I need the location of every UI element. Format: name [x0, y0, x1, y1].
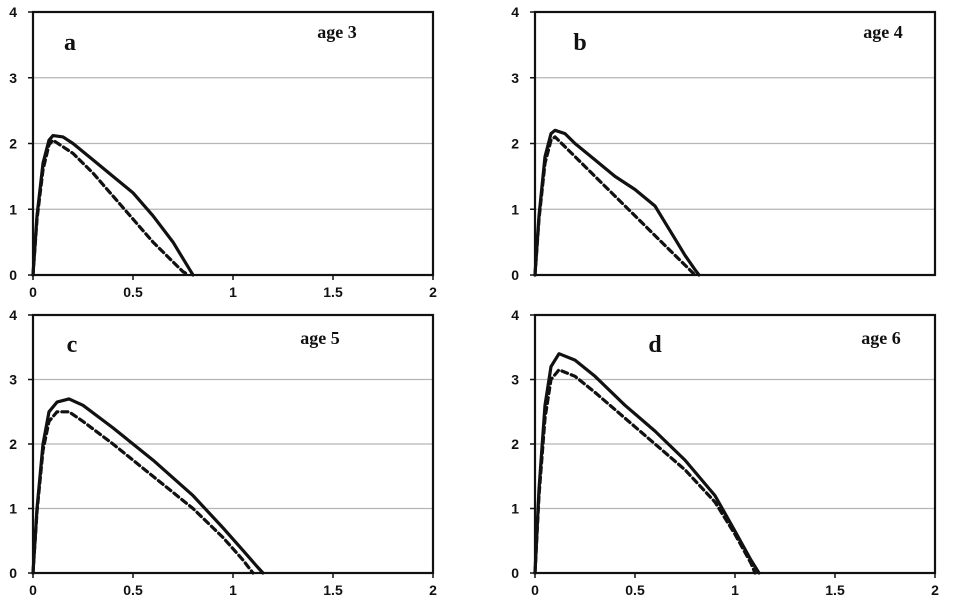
- y-tick-label-d-2: 2: [511, 436, 519, 452]
- panel-d: 0 1 2 3 4 0 0.5 1 1.5 2 d age 6: [511, 307, 939, 598]
- series-line-d-solid: [533, 352, 761, 575]
- y-tick-label-a-2: 2: [9, 136, 17, 152]
- y-tick-label-d-0: 0: [511, 565, 519, 581]
- age-annotation-b: age 4: [863, 22, 903, 42]
- x-tick-label-a-1: 0.5: [123, 284, 143, 300]
- x-tick-label-d-1: 0.5: [625, 582, 645, 598]
- x-tick-label-a-3: 1.5: [323, 284, 343, 300]
- x-tick-label-a-0: 0: [29, 284, 37, 300]
- y-tick-label-a-0: 0: [9, 267, 17, 283]
- y-tick-label-c-0: 0: [9, 565, 17, 581]
- series-line-a-dashed: [31, 138, 191, 277]
- y-tick-label-a-3: 3: [9, 70, 17, 86]
- y-tick-label-b-0: 0: [511, 267, 519, 283]
- series-line-c-dashed: [31, 410, 255, 575]
- x-tick-label-c-0: 0: [29, 582, 37, 598]
- panel-a: 0 1 2 3 4 0 0.5 1 1.5 2 a age 3: [9, 4, 437, 300]
- y-tick-label-c-4: 4: [9, 307, 17, 323]
- y-tick-label-b-2: 2: [511, 136, 519, 152]
- y-tick-label-d-4: 4: [511, 307, 519, 323]
- x-tick-label-c-4: 2: [429, 582, 437, 598]
- x-tick-label-d-3: 1.5: [825, 582, 845, 598]
- x-tick-label-c-1: 0.5: [123, 582, 143, 598]
- panel-letter-c: c: [67, 332, 78, 358]
- x-tick-label-d-4: 2: [931, 582, 939, 598]
- age-annotation-a: age 3: [317, 22, 357, 42]
- x-tick-label-d-0: 0: [531, 582, 539, 598]
- y-tick-label-d-3: 3: [511, 372, 519, 388]
- x-tick-label-a-2: 1: [229, 284, 237, 300]
- age-annotation-d: age 6: [861, 328, 901, 348]
- series-line-a-solid: [31, 134, 195, 277]
- y-tick-label-d-1: 1: [511, 501, 519, 517]
- series-line-b-solid: [533, 128, 701, 277]
- panel-letter-a: a: [64, 30, 76, 56]
- y-tick-label-a-4: 4: [9, 4, 17, 20]
- y-tick-label-b-3: 3: [511, 70, 519, 86]
- panel-c: 0 1 2 3 4 0 0.5 1 1.5 2 c age 5: [9, 307, 437, 598]
- panel-b: 0 1 2 3 4 b age 4: [511, 4, 937, 283]
- y-tick-label-b-1: 1: [511, 201, 519, 217]
- x-tick-label-d-2: 1: [731, 582, 739, 598]
- series-line-d-dashed: [533, 368, 757, 575]
- y-tick-label-b-4: 4: [511, 4, 519, 20]
- series-line-b-dashed: [533, 135, 697, 277]
- y-tick-label-a-1: 1: [9, 201, 17, 217]
- y-tick-label-c-3: 3: [9, 372, 17, 388]
- y-tick-label-c-2: 2: [9, 436, 17, 452]
- y-tick-label-c-1: 1: [9, 501, 17, 517]
- panel-letter-b: b: [573, 30, 586, 56]
- x-tick-label-c-3: 1.5: [323, 582, 343, 598]
- x-tick-label-a-4: 2: [429, 284, 437, 300]
- series-line-c-solid: [31, 397, 265, 575]
- panel-letter-d: d: [648, 332, 662, 358]
- age-annotation-c: age 5: [300, 328, 340, 348]
- x-tick-label-c-2: 1: [229, 582, 237, 598]
